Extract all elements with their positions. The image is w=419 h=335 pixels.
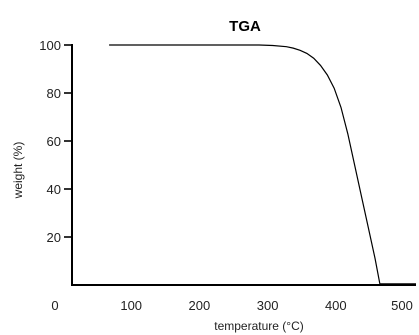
- y-tick-label: 40: [47, 182, 61, 197]
- y-tick-label: 100: [39, 38, 61, 53]
- x-tick-label: 200: [189, 298, 211, 313]
- y-tick-label: 80: [47, 86, 61, 101]
- chart-title: TGA: [229, 18, 261, 35]
- x-tick-label: 300: [257, 298, 279, 313]
- y-tick-label: 60: [47, 134, 61, 149]
- weight-curve-line: [109, 44, 416, 285]
- x-tick-label: 0: [51, 298, 58, 313]
- x-axis-label: temperature (°C): [214, 319, 304, 333]
- y-tick-label: 20: [47, 230, 61, 245]
- x-tick-label: 100: [120, 298, 142, 313]
- x-tick-label: 500: [391, 298, 413, 313]
- y-axis-label: weight (%): [11, 142, 25, 200]
- x-tick-label: 400: [325, 298, 347, 313]
